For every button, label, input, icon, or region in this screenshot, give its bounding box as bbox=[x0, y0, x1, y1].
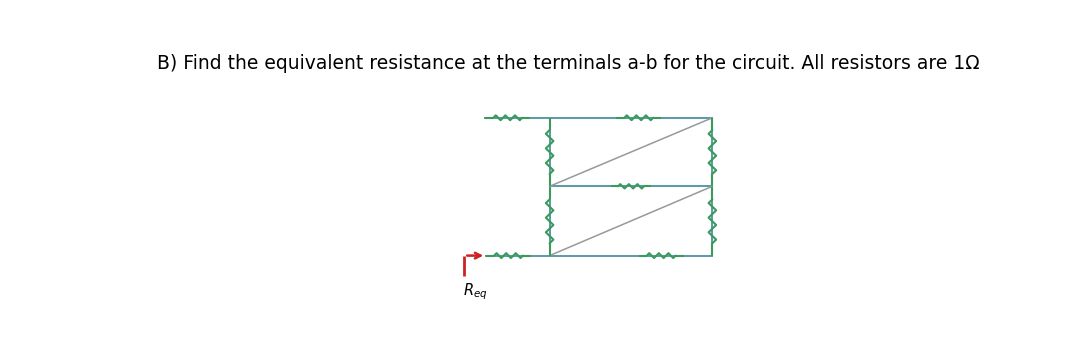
Text: $R_{eq}$: $R_{eq}$ bbox=[463, 281, 487, 302]
Text: B) Find the equivalent resistance at the terminals a-b for the circuit. All resi: B) Find the equivalent resistance at the… bbox=[157, 54, 980, 73]
